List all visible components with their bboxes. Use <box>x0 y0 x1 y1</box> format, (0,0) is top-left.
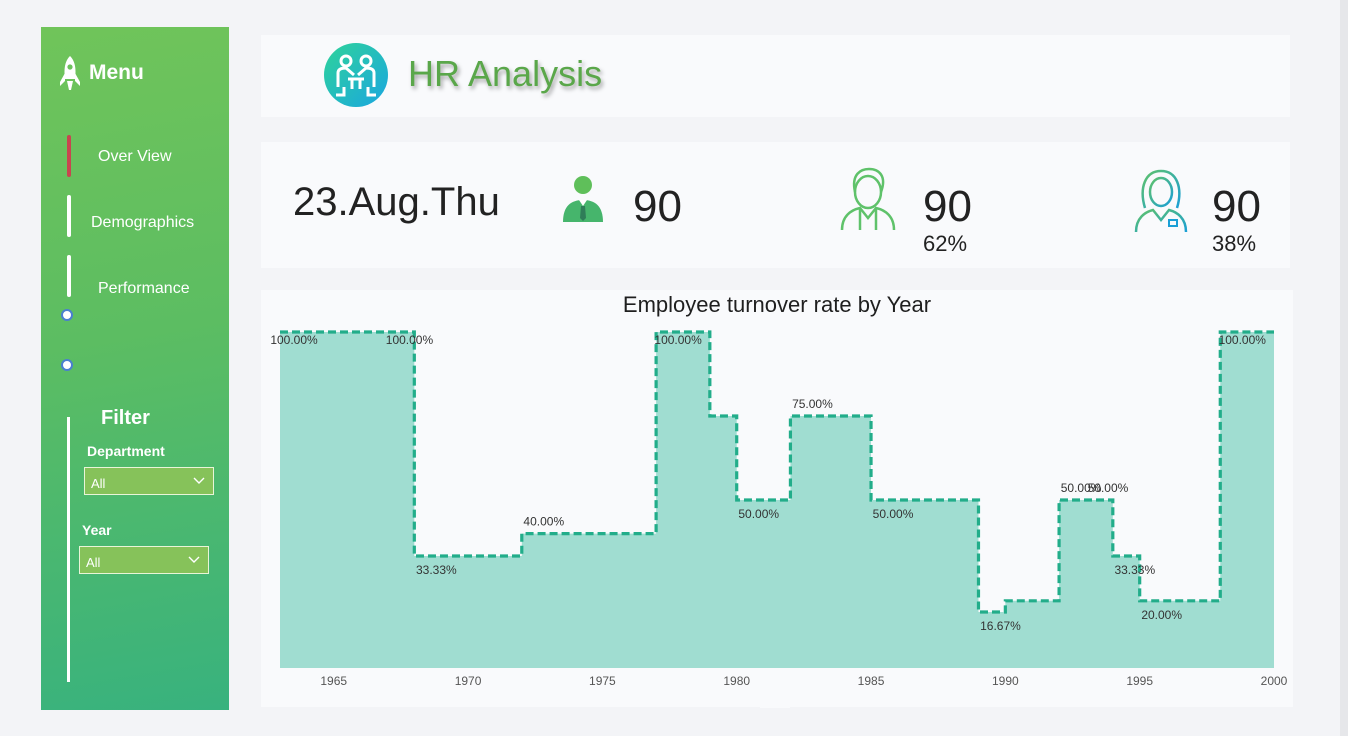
x-tick-label: 1995 <box>1126 674 1153 688</box>
header-card: HR Analysis <box>261 35 1290 117</box>
nav-item-overview[interactable]: Over View <box>98 148 172 165</box>
data-label: 75.00% <box>792 397 833 411</box>
data-label: 20.00% <box>1141 608 1182 622</box>
data-label: 33.33% <box>416 563 457 577</box>
nav-active-indicator <box>67 135 71 177</box>
female-employee-icon <box>1134 169 1188 233</box>
filter-title: Filter <box>101 407 150 429</box>
rocket-icon <box>60 56 80 90</box>
nav-bar-demographics <box>67 195 71 237</box>
chevron-down-icon <box>193 477 205 484</box>
turnover-chart: 100.00% 100.00% 33.33% 40.00% 100.00% 50.00% 7… <box>270 330 1288 688</box>
data-label: 100.00% <box>654 333 702 347</box>
x-tick-label: 1980 <box>723 674 750 688</box>
nav-radio-1[interactable] <box>61 309 73 321</box>
employee-icon <box>563 176 603 222</box>
x-tick-label: 2000 <box>1261 674 1288 688</box>
nav-bar-performance <box>67 255 71 297</box>
x-tick-label: 1990 <box>992 674 1019 688</box>
x-tick-label: 1965 <box>320 674 347 688</box>
data-label: 40.00% <box>523 515 564 529</box>
filter-divider <box>67 417 70 682</box>
data-label: 50.00% <box>1061 481 1102 495</box>
data-label: 50.00% <box>738 507 779 521</box>
kpi-card: 23.Aug.Thu 90 90 62% 90 38% <box>261 142 1290 268</box>
right-scroll-strip <box>1340 0 1348 736</box>
menu-title: Menu <box>89 61 144 84</box>
nav-item-performance[interactable]: Performance <box>98 280 190 297</box>
department-select[interactable]: All <box>84 467 214 495</box>
chevron-down-icon <box>188 556 200 563</box>
x-tick-label: 1985 <box>858 674 885 688</box>
sidebar: Menu Over View Demographics Performance … <box>41 27 229 710</box>
data-label: 100.00% <box>1219 333 1267 347</box>
app-title: HR Analysis <box>408 53 603 94</box>
year-select-value: All <box>86 555 101 570</box>
x-tick-label: 1970 <box>455 674 482 688</box>
department-select-value: All <box>91 476 106 491</box>
kpi-female-percent: 38% <box>1212 231 1257 256</box>
year-label: Year <box>82 522 112 538</box>
tab-notch <box>760 698 790 708</box>
turnover-chart-card: 100.00% 100.00% 33.33% 40.00% 100.00% 50.00% 7… <box>261 290 1293 707</box>
turnover-line <box>280 330 1274 614</box>
year-select[interactable]: All <box>79 546 209 574</box>
kpi-male-percent: 62% <box>923 231 968 256</box>
kpi-female-count: 90 <box>1212 182 1261 231</box>
data-label: 16.67% <box>980 619 1021 633</box>
hr-meeting-logo-icon <box>324 43 388 107</box>
turnover-area <box>280 332 1274 668</box>
x-tick-label: 1975 <box>589 674 616 688</box>
kpi-date: 23.Aug.Thu <box>293 180 500 224</box>
kpi-male-count: 90 <box>923 182 972 231</box>
data-label: 50.00% <box>873 507 914 521</box>
chart-title: Employee turnover rate by Year <box>622 292 932 317</box>
male-employee-icon <box>840 167 896 231</box>
data-label: 100.00% <box>386 333 434 347</box>
kpi-total-count: 90 <box>633 182 682 231</box>
data-label: 100.00% <box>270 333 318 347</box>
department-label: Department <box>87 443 165 459</box>
menu-header: Menu <box>59 55 144 91</box>
nav-radio-2[interactable] <box>61 359 73 371</box>
data-label: 33.33% <box>1114 563 1155 577</box>
data-label: 50.00% <box>1088 481 1129 495</box>
nav-item-demographics[interactable]: Demographics <box>91 214 195 231</box>
